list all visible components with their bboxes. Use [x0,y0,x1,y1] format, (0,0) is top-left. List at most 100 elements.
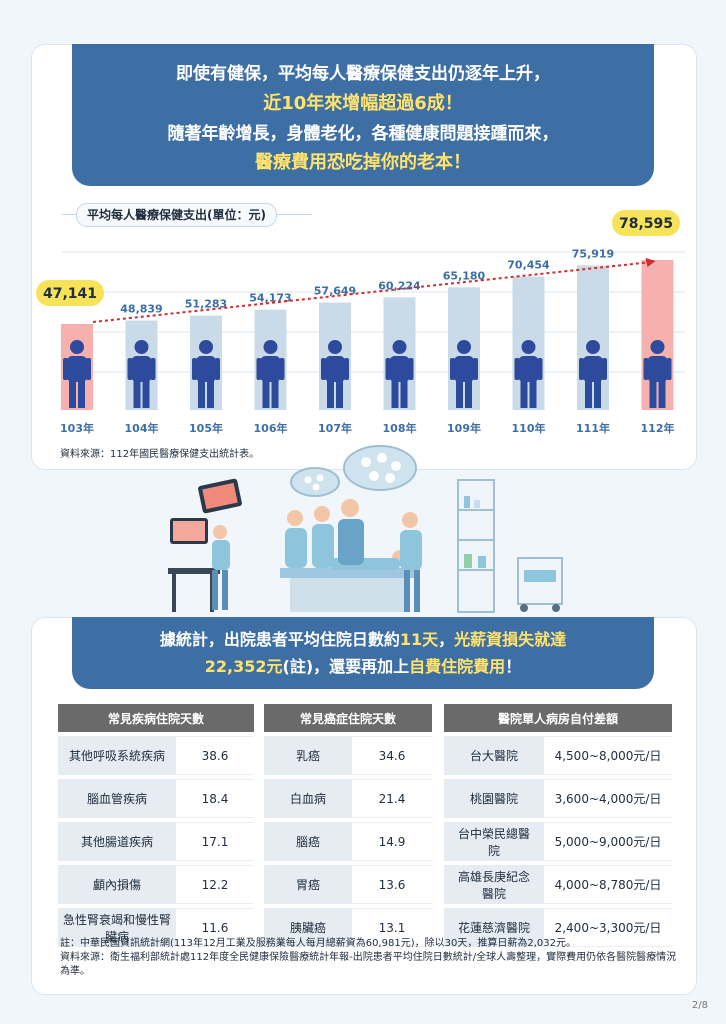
person-icon [63,340,91,408]
hospital-name: 台中榮民總醫院 [444,822,544,861]
cancer-name: 乳癌 [264,736,352,775]
value-label: 57,649 [314,285,356,298]
salary-loss-text: 光薪資損失就達 [454,630,567,649]
stay-line-2: 22,352元(註)，還要再加上自費住院費用！ [72,657,654,677]
x-tick-label: 110年 [512,421,546,435]
room-fee-value: 3,600~4,000元/日 [544,779,672,818]
table-row: 急性腎衰竭和慢性腎臟病 11.6 [58,908,254,947]
value-label: 48,839 [120,303,162,316]
stay-days-value: 13.6 [352,865,432,904]
table-row: 腦癌 14.9 [264,822,432,861]
hospital-name: 桃園醫院 [444,779,544,818]
disease-name: 急性腎衰竭和慢性腎臟病 [58,908,176,947]
value-label: 65,180 [443,269,486,282]
value-label: 47,141 [43,286,97,302]
surgery-illustration [168,445,563,613]
disease-name: 顱內損傷 [58,865,176,904]
person-icon [450,340,478,408]
value-callout [36,280,104,306]
footnote: 註：中華民國資訊統計網(113年12月工業及服務業每人每月總薪資為60,981元… [60,937,680,979]
table-row: 其他呼吸系統疾病 38.6 [58,736,254,775]
headline-line-3: 隨著年齡增長，身體老化，各種健康問題接踵而來， [167,124,559,144]
person-icon [256,340,285,408]
cancer-name: 胰臟癌 [264,908,352,947]
table-row: 花蓮慈濟醫院 2,400~3,300元/日 [444,908,672,947]
monitor-icon [170,478,242,544]
cancer-name: 胃癌 [264,865,352,904]
cancer-stay-table: 常見癌症住院天數 乳癌 34.6 白血病 21.4 腦癌 14.9 胃癌 13.6 胰臟… [264,700,432,951]
person-icon [385,340,414,408]
value-callout [612,210,680,236]
room-fee-value: 4,500~8,000元/日 [544,736,672,775]
person-icon [514,340,543,408]
stay-days-value: 12.2 [176,865,254,904]
stay-days-value: 13.1 [352,908,432,947]
note-ref-text: (註)，還要再加上 [282,657,410,676]
room-fee-table-header: 醫院單人病房自付差額 [444,704,672,732]
disease-name: 其他呼吸系統疾病 [58,736,176,775]
person-icon [579,340,607,408]
self-pay-text: 自費住院費用 [409,657,506,676]
value-label: 75,919 [572,247,614,260]
stay-days-value: 17.1 [176,822,254,861]
table-row: 腦血管疾病 18.4 [58,779,254,818]
chart-source: 資料來源：112年國民醫療保健支出統計表。 [60,449,260,460]
room-fee-value: 2,400~3,300元/日 [544,908,672,947]
disease-table-header: 常見疾病住院天數 [58,704,254,732]
hospital-name: 台大醫院 [444,736,544,775]
stay-line-1: 據統計，出院患者平均住院日數約11天，光薪資損失就達 [72,630,654,650]
room-fee-table: 醫院單人病房自付差額 台大醫院 4,500~8,000元/日 桃園醫院 3,600~… [444,700,672,951]
value-label: 60,224 [378,279,421,292]
footnote-salary: 註：中華民國資訊統計網(113年12月工業及服務業每人每月總薪資為60,981元… [60,938,576,949]
surgery-team-icon [280,499,422,612]
exclaim: ！ [505,657,522,676]
bar [641,260,674,410]
stay-days-value: 18.4 [176,779,254,818]
cancer-name: 腦癌 [264,822,352,861]
disease-name: 腦血管疾病 [58,779,176,818]
stay-text: 據統計，出院患者平均住院日數約 [159,630,400,649]
salary-loss-amount: 22,352元 [204,657,283,676]
chart-title: 平均每人醫療保健支出(單位：元) [76,203,277,227]
room-fee-value: 4,000~8,780元/日 [544,865,672,904]
headline-banner: 即使有健保，平均每人醫療保健支出仍逐年上升， 近10年來增幅超過6成！ 隨著年齡… [72,44,654,186]
hospital-name: 花蓮慈濟醫院 [444,908,544,947]
stay-days: 11天 [399,630,439,649]
person-icon [643,340,672,408]
table-row: 乳癌 34.6 [264,736,432,775]
disease-stay-table: 常見疾病住院天數 其他呼吸系統疾病 38.6 腦血管疾病 18.4 其他腸道疾病 17… [58,700,254,951]
stay-days-value: 34.6 [352,736,432,775]
table-row: 顱內損傷 12.2 [58,865,254,904]
table-row: 胰臟癌 13.1 [264,908,432,947]
x-tick-label: 108年 [383,421,417,435]
table-row: 其他腸道疾病 17.1 [58,822,254,861]
headline-line-4: 醫療費用恐吃掉你的老本！ [255,152,471,173]
cancer-name: 白血病 [264,779,352,818]
medical-cart-icon [517,557,563,612]
value-label: 54,173 [249,292,291,305]
bar [577,265,609,410]
x-tick-label: 109年 [447,421,481,435]
person-icon [192,340,220,408]
table-row: 白血病 21.4 [264,779,432,818]
x-tick-label: 111年 [576,421,610,435]
trend-arrow-head [645,258,656,267]
expense-bar-chart: 103年 47,141 104年 48,839 105年 51,283 106年 54,173… [36,210,685,435]
table-row: 台大醫院 4,500~8,000元/日 [444,736,672,775]
table-row: 高雄長庚紀念醫院 4,000~8,780元/日 [444,865,672,904]
person-icon [321,340,349,408]
headline-line-1: 即使有健保，平均每人醫療保健支出仍逐年上升， [176,64,550,84]
stay-banner: 據統計，出院患者平均住院日數約11天，光薪資損失就達 22,352元(註)，還要… [72,617,654,689]
x-tick-label: 105年 [189,421,223,435]
table-row: 桃園醫院 3,600~4,000元/日 [444,779,672,818]
stay-days-value: 14.9 [352,822,432,861]
stay-comma: ， [438,630,455,649]
x-tick-label: 107年 [318,421,352,435]
surgical-lamp-icon [290,445,417,497]
headline-line-2: 近10年來增幅超過6成！ [263,93,463,114]
desk-doctor-icon [168,525,230,612]
value-label: 51,283 [185,298,227,311]
trend-arrow-line [92,261,652,323]
value-label: 78,595 [619,216,673,232]
x-tick-label: 106年 [254,421,288,435]
